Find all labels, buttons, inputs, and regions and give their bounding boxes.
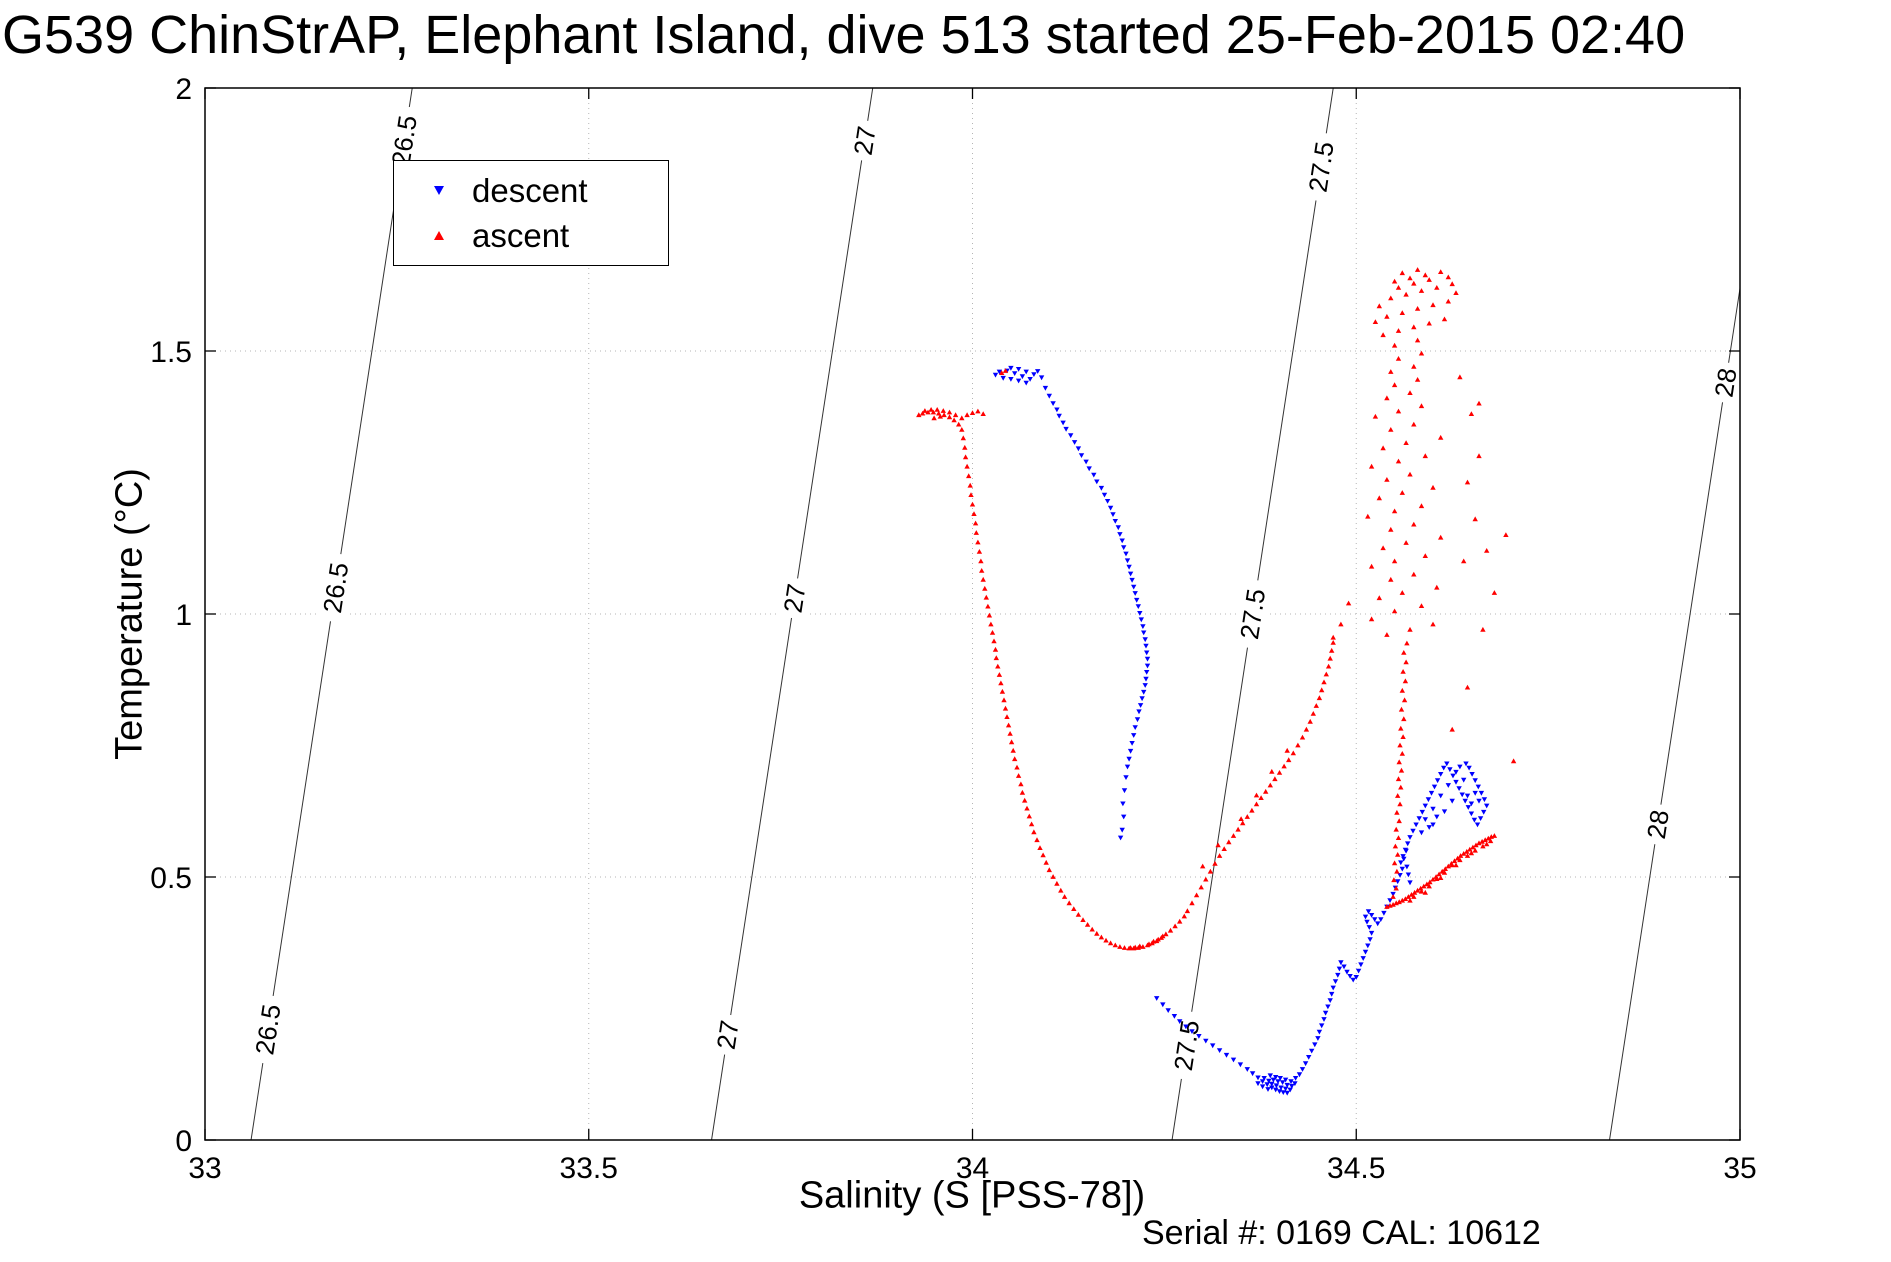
isopycnal-label: 26.5 — [384, 104, 425, 177]
svg-text:27: 27 — [848, 124, 882, 157]
tick-marks — [204, 87, 1741, 1141]
svg-text:26.5: 26.5 — [317, 560, 354, 615]
legend-label-ascent: ascent — [472, 217, 570, 255]
y-tick-label: 1 — [175, 599, 192, 632]
ascent-points — [916, 267, 1517, 951]
y-tick-label: 0.5 — [150, 862, 192, 895]
svg-text:27.5: 27.5 — [1302, 140, 1339, 195]
y-tick-label: 1.5 — [150, 336, 192, 369]
isopycnal-label: 28 — [1707, 360, 1744, 405]
x-tick-label: 34 — [956, 1152, 989, 1185]
svg-text:26.5: 26.5 — [249, 1002, 286, 1057]
svg-text:27.5: 27.5 — [1234, 587, 1271, 642]
x-tick-label: 35 — [1723, 1152, 1756, 1185]
isopycnal-label: 27.5 — [1232, 578, 1273, 650]
x-tick-label: 33.5 — [560, 1152, 618, 1185]
tick-labels: 33 33.5 34 34.5 35 0 0.5 1 1.5 2 — [150, 73, 1756, 1185]
legend-label-descent: descent — [472, 171, 588, 209]
x-tick-label: 33 — [188, 1152, 221, 1185]
chart-title: G539 ChinStrAP, Elephant Island, dive 51… — [2, 5, 1686, 65]
isopycnal-label: 26.5 — [315, 551, 356, 624]
descent-points — [992, 365, 1490, 1096]
isopycnal-label: 26.5 — [247, 993, 288, 1066]
legend-entry-ascent: ascent — [394, 219, 668, 252]
isopycnal-label: 27 — [776, 576, 813, 621]
svg-text:27: 27 — [711, 1018, 745, 1051]
svg-text:28: 28 — [1641, 808, 1675, 841]
y-tick-label: 0 — [175, 1125, 192, 1158]
x-tick-label: 34.5 — [1327, 1152, 1385, 1185]
isopycnal-label: 27.5 — [1166, 1009, 1207, 1082]
serial-caption: Serial #: 0169 CAL: 10612 — [1142, 1214, 1541, 1252]
isopycnal-label: 28 — [1640, 802, 1676, 847]
isopycnal-label: 27.5 — [1301, 131, 1342, 203]
legend: descent ascent — [393, 160, 669, 266]
descent-marker-icon — [434, 185, 444, 195]
ascent-marker-icon — [434, 231, 444, 241]
legend-entry-descent: descent — [394, 174, 668, 207]
isopycnal-labels: 26.5 26.5 26.5 27 27 27 27.5 27.5 27.5 28 28 — [247, 104, 1744, 1082]
svg-text:27: 27 — [778, 582, 812, 615]
isopycnal-label: 27 — [709, 1012, 746, 1057]
y-tick-label: 2 — [175, 73, 192, 106]
x-axis-label: Salinity (S [PSS-78]) — [798, 1174, 1146, 1217]
isopycnal-label: 27 — [846, 118, 883, 163]
svg-text:28: 28 — [1709, 366, 1743, 399]
